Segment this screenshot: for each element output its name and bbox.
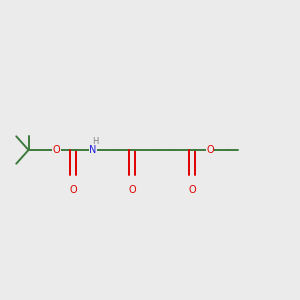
Text: O: O — [188, 184, 196, 195]
Text: O: O — [128, 184, 136, 195]
Text: N: N — [89, 145, 97, 155]
Text: O: O — [52, 145, 60, 155]
Text: H: H — [92, 136, 99, 146]
Text: O: O — [206, 145, 214, 155]
Text: O: O — [69, 184, 77, 195]
